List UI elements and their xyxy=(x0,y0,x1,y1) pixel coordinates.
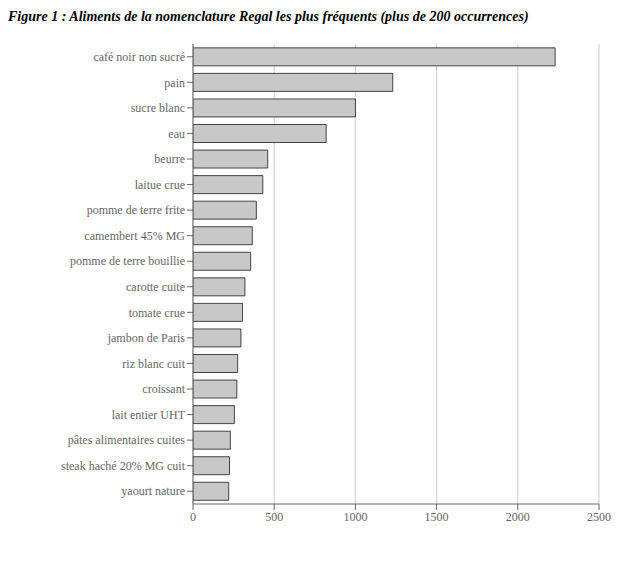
svg-text:jambon de Paris: jambon de Paris xyxy=(107,331,186,345)
svg-text:sucre blanc: sucre blanc xyxy=(131,101,185,115)
svg-text:beurre: beurre xyxy=(154,152,185,166)
svg-text:riz blanc cuit: riz blanc cuit xyxy=(122,357,185,371)
svg-text:500: 500 xyxy=(265,510,283,524)
svg-text:pomme de terre bouillie: pomme de terre bouillie xyxy=(70,254,185,268)
svg-text:carotte cuite: carotte cuite xyxy=(126,280,185,294)
svg-text:2500: 2500 xyxy=(587,510,611,524)
svg-text:1000: 1000 xyxy=(343,510,367,524)
svg-text:lait entier UHT: lait entier UHT xyxy=(112,408,186,422)
svg-text:café noir non sucré: café noir non sucré xyxy=(93,50,185,64)
svg-text:pomme de terre frite: pomme de terre frite xyxy=(87,203,185,217)
svg-text:eau: eau xyxy=(168,127,185,141)
svg-text:2000: 2000 xyxy=(506,510,530,524)
svg-text:yaourt nature: yaourt nature xyxy=(121,484,185,498)
svg-text:camembert 45% MG: camembert 45% MG xyxy=(84,229,185,243)
svg-text:pain: pain xyxy=(164,76,185,90)
svg-text:0: 0 xyxy=(190,510,196,524)
svg-text:tomate crue: tomate crue xyxy=(129,306,185,320)
html-text:Figure 1 : Aliments de la nome: Figure 1 : Aliments de la nomenclature R… xyxy=(8,9,529,24)
svg-text:croissant: croissant xyxy=(142,382,185,396)
svg-text:pâtes alimentaires cuites: pâtes alimentaires cuites xyxy=(68,433,186,447)
svg-text:laitue crue: laitue crue xyxy=(135,178,185,192)
svg-text:1500: 1500 xyxy=(425,510,449,524)
svg-text:steak haché 20% MG cuit: steak haché 20% MG cuit xyxy=(61,459,186,473)
